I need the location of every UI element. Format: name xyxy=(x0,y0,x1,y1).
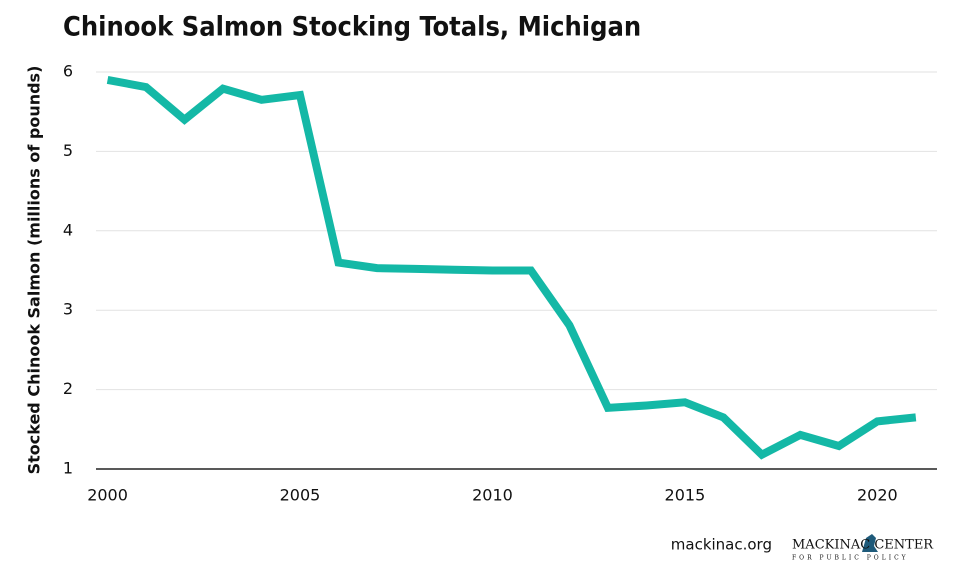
y-axis-label: Stocked Chinook Salmon (millions of poun… xyxy=(25,66,44,475)
x-tick-label: 2000 xyxy=(87,486,128,505)
chart-title: Chinook Salmon Stocking Totals, Michigan xyxy=(63,12,641,43)
y-tick-label: 1 xyxy=(63,459,73,478)
y-tick-label: 6 xyxy=(63,62,73,81)
data-line xyxy=(106,76,917,460)
logo-icon xyxy=(862,534,878,552)
logo-sub: FOR PUBLIC POLICY xyxy=(792,555,909,562)
y-tick-label: 2 xyxy=(63,379,73,398)
logo-name: MACKINAC CENTER xyxy=(792,538,934,553)
x-tick-label: 2005 xyxy=(280,486,321,505)
x-tick-label: 2020 xyxy=(857,486,898,505)
x-tick-label: 2015 xyxy=(665,486,706,505)
footer-source: mackinac.org xyxy=(671,536,772,554)
y-tick-label: 5 xyxy=(63,141,73,160)
x-tick-label: 2010 xyxy=(472,486,513,505)
y-tick-label: 4 xyxy=(63,220,73,239)
y-tick-label: 3 xyxy=(63,300,73,319)
